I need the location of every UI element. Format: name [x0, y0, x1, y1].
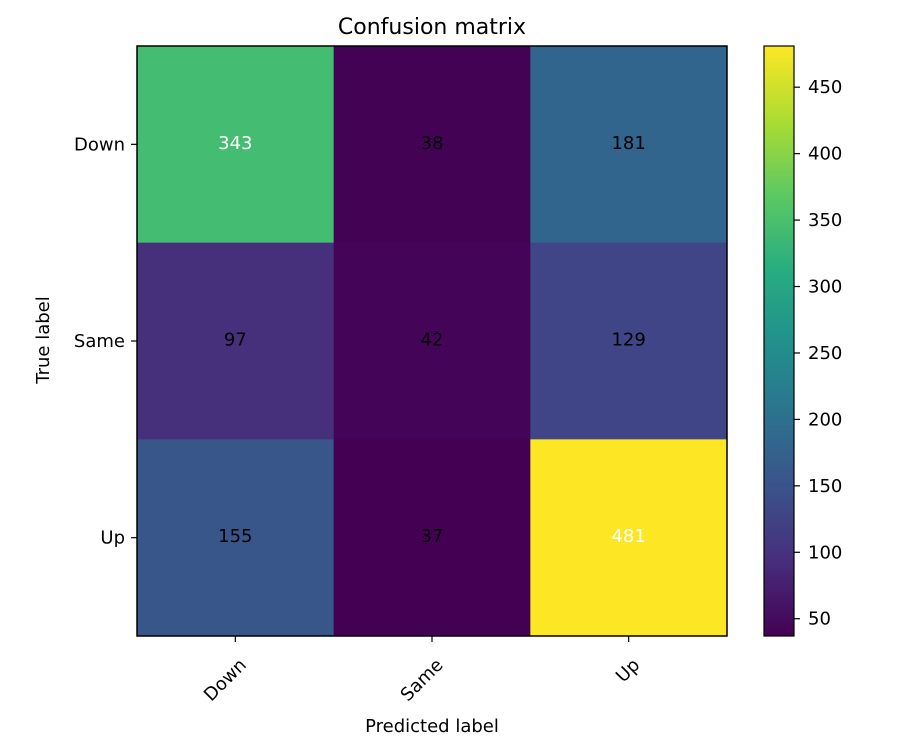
cell-value-same-up: 129 [611, 330, 645, 351]
heatmap-cell-up-same [333, 439, 531, 637]
y-tick-label-up: Up [100, 528, 125, 549]
colorbar-tick-label-250: 250 [808, 343, 842, 364]
x-tick-label-down: Down [200, 655, 251, 706]
heatmap-cell-up-down [137, 439, 335, 637]
heatmap-layer [137, 46, 728, 637]
chart-title: Confusion matrix [338, 15, 526, 40]
cell-value-up-down: 155 [218, 526, 252, 547]
cell-value-down-same: 38 [421, 133, 444, 154]
y-tick-label-same: Same [74, 331, 125, 352]
colorbar-tick-label-350: 350 [808, 210, 842, 231]
y-axis-label: True label [33, 296, 54, 385]
cell-value-same-down: 97 [224, 330, 247, 351]
colorbar-tick-label-50: 50 [808, 609, 831, 630]
colorbar-tick-label-200: 200 [808, 409, 842, 430]
heatmap-cell-down-down [137, 46, 335, 244]
cell-labels-layer: 343 38 181 97 42 129 155 37 481 [218, 133, 646, 547]
heatmap-cell-down-same [333, 46, 531, 244]
x-axis-label: Predicted label [365, 716, 499, 737]
cell-value-same-same: 42 [421, 330, 444, 351]
colorbar-tick-label-450: 450 [808, 77, 842, 98]
colorbar: 50 100 150 200 250 300 350 400 450 [763, 45, 842, 637]
heatmap-cell-up-up [530, 439, 728, 637]
cell-value-up-same: 37 [421, 526, 444, 547]
cell-value-down-down: 343 [218, 133, 252, 154]
x-tick-label-same: Same [397, 655, 448, 706]
colorbar-tick-label-300: 300 [808, 277, 842, 298]
heatmap-cell-down-up [530, 46, 728, 244]
heatmap-cell-same-same [333, 242, 531, 440]
x-tick-label-up: Up [612, 655, 644, 687]
colorbar-tick-label-100: 100 [808, 542, 842, 563]
colorbar-tick-label-400: 400 [808, 144, 842, 165]
colorbar-gradient [763, 45, 795, 637]
heatmap-cell-same-up [530, 242, 728, 440]
heatmap-cell-same-down [137, 242, 335, 440]
colorbar-tick-label-150: 150 [808, 476, 842, 497]
y-tick-label-down: Down [74, 134, 125, 155]
cell-value-up-up: 481 [611, 526, 645, 547]
cell-value-down-up: 181 [611, 133, 645, 154]
